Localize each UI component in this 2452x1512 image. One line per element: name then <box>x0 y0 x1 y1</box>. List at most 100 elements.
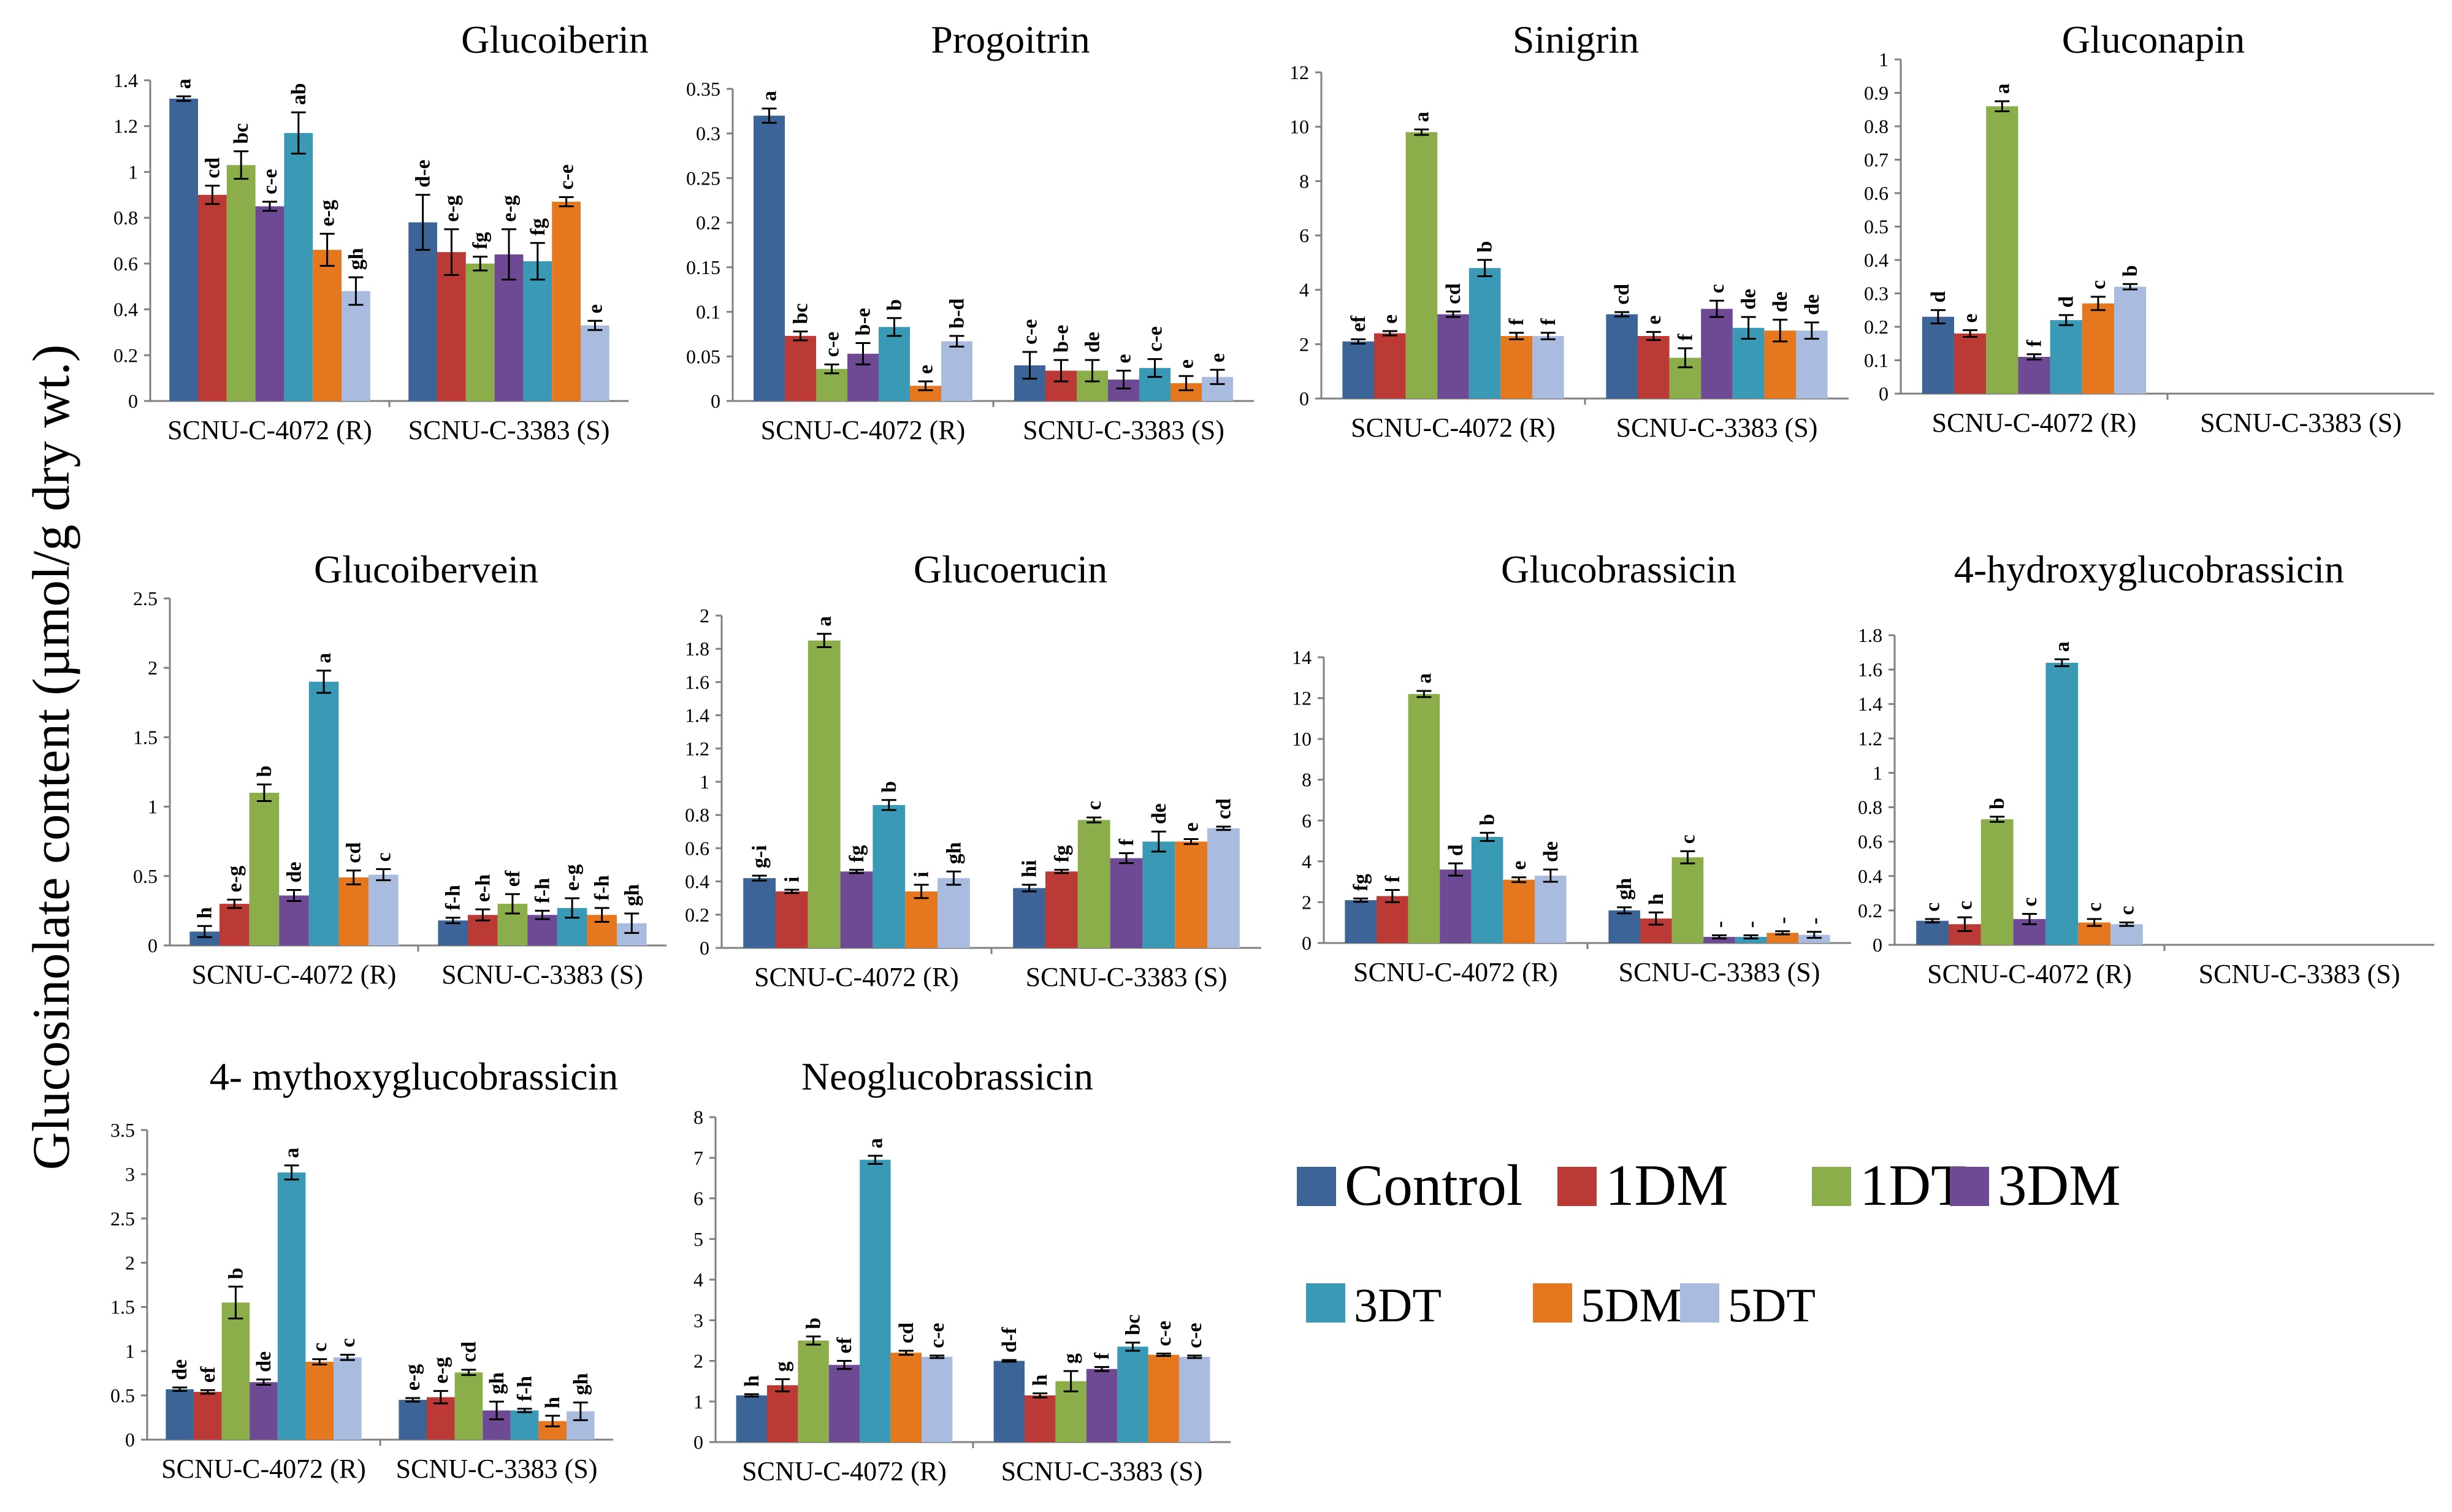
y-tick-label: 0.5 <box>133 865 158 887</box>
significance-letter: e-g <box>316 200 339 226</box>
x-group-label: SCNU-C-4072 (R) <box>1353 957 1558 987</box>
significance-letter: e-g <box>402 1364 424 1391</box>
bar <box>1345 900 1377 943</box>
significance-letter: hi <box>1018 860 1041 877</box>
y-tick-label: 1.4 <box>685 704 709 727</box>
y-tick-label: 6 <box>693 1188 703 1210</box>
bar <box>1701 308 1733 399</box>
significance-letter: ef <box>1347 315 1370 332</box>
y-tick-label: 1.6 <box>685 671 709 693</box>
significance-letter: cd <box>1212 798 1235 819</box>
legend-item: 1DT <box>1812 1153 1966 1218</box>
y-tick-label: 1 <box>128 161 138 183</box>
chart-title: Glucoiberin <box>461 18 649 61</box>
significance-letter: f-h <box>514 1376 537 1402</box>
bar <box>284 132 313 401</box>
significance-letter: f-h <box>591 875 614 901</box>
bar <box>1110 858 1143 948</box>
bar <box>1922 316 1954 394</box>
bar <box>399 1400 427 1440</box>
significance-letter: c <box>1706 284 1728 293</box>
y-tick-label: 0.8 <box>685 804 709 826</box>
significance-letter: gh <box>942 842 965 864</box>
y-tick-label: 10 <box>1289 116 1309 138</box>
significance-letter: f-h <box>442 885 465 911</box>
bar <box>776 891 808 948</box>
significance-letter: f <box>1381 875 1404 882</box>
x-group-label: SCNU-C-3383 (S) <box>396 1454 598 1484</box>
significance-letter: b <box>253 765 276 777</box>
y-tick-label: 0.4 <box>1858 865 1882 887</box>
bar <box>1735 937 1767 943</box>
bar <box>1503 879 1535 943</box>
significance-letter: gh <box>345 248 367 270</box>
y-tick-label: 1.4 <box>113 69 138 91</box>
bar <box>2082 303 2114 394</box>
y-tick-label: 0.1 <box>696 301 720 323</box>
significance-letter: de <box>283 861 306 882</box>
y-tick-label: 0.9 <box>1864 82 1889 104</box>
significance-letter: e <box>1508 861 1530 870</box>
bar <box>840 871 873 948</box>
significance-letter: f <box>1091 1352 1113 1359</box>
bar <box>2114 286 2147 394</box>
y-tick-label: 1.5 <box>110 1296 135 1318</box>
bar <box>2045 662 2079 945</box>
y-tick-label: 1.4 <box>1858 693 1882 715</box>
bar <box>1703 937 1735 943</box>
bar <box>250 1382 278 1440</box>
chart-title: Neoglucobrassicin <box>801 1055 1093 1098</box>
significance-letter: g-i <box>749 845 771 868</box>
significance-letter: e <box>915 365 938 374</box>
significance-letter: e <box>1175 359 1198 368</box>
y-tick-label: 5 <box>693 1228 703 1250</box>
x-group-label: SCNU-C-4072 (R) <box>192 960 397 990</box>
bar <box>334 1357 362 1440</box>
bar <box>279 895 309 945</box>
bar <box>198 194 227 401</box>
significance-letter: a <box>1410 112 1433 122</box>
significance-letter: de <box>1540 841 1562 862</box>
bar <box>189 931 220 945</box>
x-group-label: SCNU-C-4072 (R) <box>754 962 959 992</box>
y-tick-label: 0.35 <box>686 78 720 100</box>
significance-letter: c <box>1676 834 1699 844</box>
significance-letter: c-e <box>1183 1323 1206 1348</box>
bar <box>1532 336 1564 399</box>
bar <box>408 222 437 401</box>
bar <box>828 1365 860 1442</box>
y-tick-label: 4 <box>1302 850 1312 872</box>
legend-swatch <box>1557 1167 1597 1206</box>
significance-letter: h <box>1029 1375 1052 1386</box>
bar <box>1916 920 1949 945</box>
bar <box>220 904 250 945</box>
significance-letter: b <box>803 1318 825 1329</box>
y-tick-label: 1 <box>1873 762 1882 784</box>
y-tick-label: 0 <box>693 1431 703 1453</box>
y-tick-label: 2.5 <box>110 1207 135 1229</box>
significance-letter: cd <box>201 158 224 178</box>
y-tick-label: 0.5 <box>110 1384 135 1407</box>
y-tick-label: 2 <box>125 1251 135 1273</box>
chart-title: Progoitrin <box>931 18 1090 61</box>
chart-panel: Glucoiberin 0 0.2 0.4 0.6 0.8 1 1.2 1.4 SCNU-C-40… <box>113 18 649 445</box>
significance-letter: e <box>584 304 606 313</box>
significance-letter: c <box>1083 801 1106 810</box>
significance-letter: ef <box>502 870 524 887</box>
significance-letter: a <box>1991 83 2014 94</box>
bar <box>437 252 466 401</box>
bar <box>873 804 906 948</box>
y-tick-label: 14 <box>1292 646 1312 668</box>
significance-letter: f-h <box>532 878 554 904</box>
y-tick-label: 0.2 <box>1864 316 1889 338</box>
y-tick-label: 0.6 <box>1864 182 1889 204</box>
significance-letter: f <box>2023 340 2046 347</box>
x-group-label: SCNU-C-4072 (R) <box>1351 413 1556 443</box>
bar <box>308 681 339 945</box>
bar <box>1671 857 1704 943</box>
significance-letter: b-e <box>852 308 875 335</box>
significance-letter: f <box>1115 839 1138 846</box>
significance-letter: de <box>1738 289 1760 310</box>
significance-letter: e <box>1113 354 1136 363</box>
y-tick-label: 0 <box>1299 388 1309 410</box>
